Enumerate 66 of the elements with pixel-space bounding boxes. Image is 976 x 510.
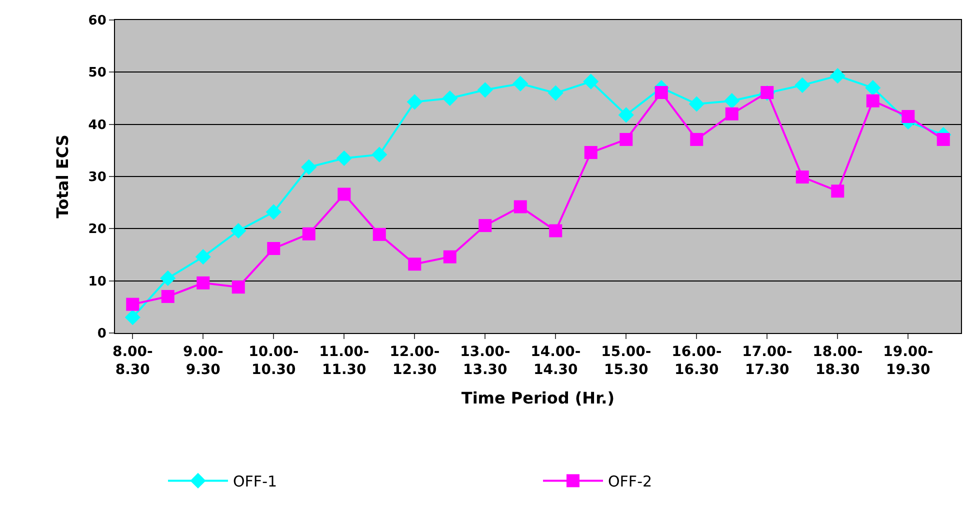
x-tick-label: 9.00-9.30 xyxy=(182,344,224,378)
x-tick-label: 11.00-11.30 xyxy=(319,344,370,378)
x-tick-label: 14.00-14.30 xyxy=(530,344,581,378)
point xyxy=(477,82,493,98)
point xyxy=(372,228,386,241)
point xyxy=(724,93,740,109)
point xyxy=(936,132,950,146)
point xyxy=(301,159,317,175)
y-tick-label: 30 xyxy=(88,170,106,186)
point xyxy=(654,86,668,100)
y-tick-label: 0 xyxy=(97,326,106,342)
y-axis-title: Total ECS xyxy=(53,134,72,218)
point xyxy=(512,76,528,92)
point xyxy=(796,170,809,184)
point xyxy=(618,107,634,123)
x-tick-label: 19.00-19.30 xyxy=(883,344,934,378)
point xyxy=(688,96,704,112)
point xyxy=(406,94,422,110)
point xyxy=(124,310,140,326)
point xyxy=(902,110,915,124)
x-tick-label: 17.00-17.30 xyxy=(742,344,792,378)
point xyxy=(725,107,738,120)
x-tick-label: 13.00-13.30 xyxy=(460,344,510,378)
x-tick-label: 10.00-10.30 xyxy=(248,344,299,378)
point xyxy=(831,184,844,198)
point xyxy=(302,227,316,240)
x-tick-label: 16.00-16.30 xyxy=(672,344,722,378)
y-tick-label: 20 xyxy=(88,222,106,238)
point xyxy=(442,90,458,106)
x-tick-label: 15.00-15.30 xyxy=(601,344,652,378)
legend-label: OFF-2 xyxy=(608,472,652,491)
x-axis-title: Time Period (Hr.) xyxy=(461,388,615,408)
point xyxy=(267,242,280,255)
point xyxy=(443,250,456,264)
point xyxy=(230,222,246,239)
point xyxy=(830,68,846,84)
y-tick-label: 60 xyxy=(88,14,106,29)
point xyxy=(866,94,880,108)
point xyxy=(196,276,210,290)
point xyxy=(338,188,351,201)
point xyxy=(266,204,282,220)
legend-label: OFF-1 xyxy=(233,472,278,491)
point xyxy=(620,132,633,146)
point xyxy=(584,146,598,159)
point xyxy=(690,132,704,146)
point xyxy=(549,224,562,238)
x-tick-label: 12.00-12.30 xyxy=(390,344,440,378)
x-tick-label: 8.00-8.30 xyxy=(112,344,153,378)
point xyxy=(478,219,492,232)
point xyxy=(372,146,388,162)
x-tick-label: 18.00-18.30 xyxy=(812,344,863,378)
point xyxy=(514,200,527,214)
point xyxy=(232,280,245,294)
point xyxy=(408,258,422,271)
y-tick-label: 40 xyxy=(88,118,106,133)
point xyxy=(548,85,564,101)
point xyxy=(583,74,599,90)
point xyxy=(161,290,174,303)
y-tick-label: 50 xyxy=(88,66,106,81)
point xyxy=(336,150,352,166)
point xyxy=(865,80,881,96)
y-tick-label: 10 xyxy=(88,274,106,290)
point xyxy=(160,270,176,286)
point xyxy=(195,249,211,265)
point xyxy=(126,298,140,311)
point xyxy=(794,77,810,94)
